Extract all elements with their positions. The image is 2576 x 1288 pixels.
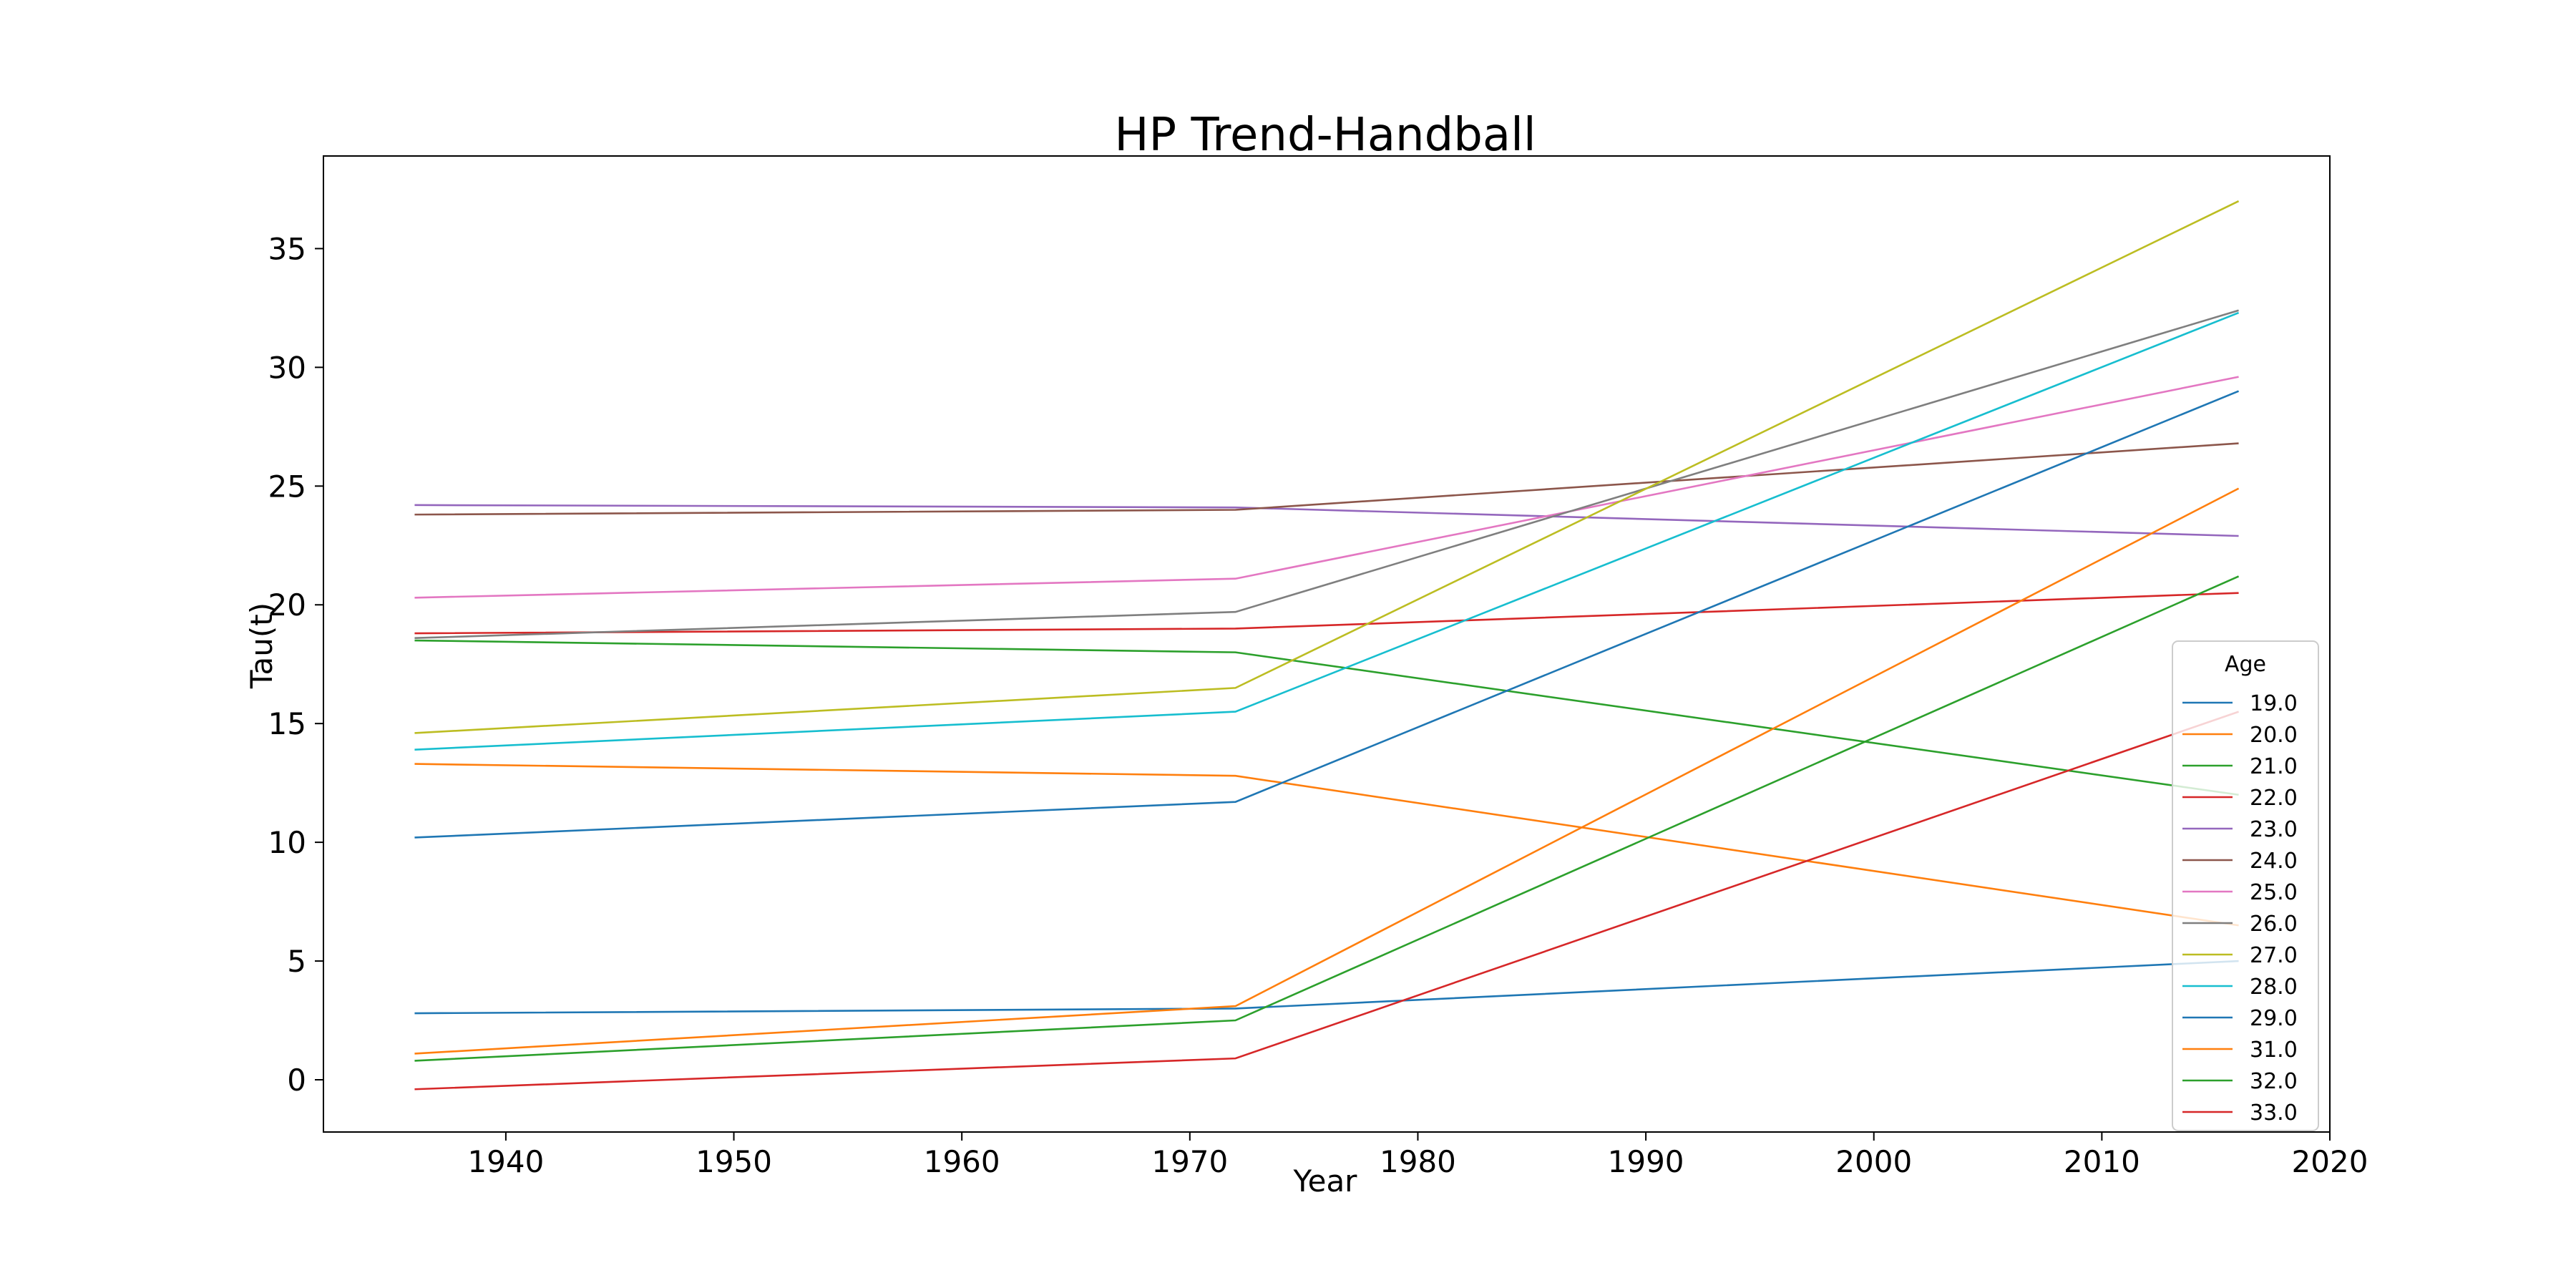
- series-line-33-0: [414, 711, 2239, 1091]
- y-tick-label: 20: [268, 587, 306, 623]
- legend-entry-label: 32.0: [2250, 1069, 2298, 1094]
- legend-entry-label: 27.0: [2250, 943, 2298, 968]
- plot-area: [323, 155, 2331, 1133]
- series-line-29-0: [414, 390, 2240, 839]
- series-line-26-0: [414, 309, 2239, 640]
- x-tick-label: 2020: [2292, 1144, 2368, 1179]
- legend-entry-label: 33.0: [2250, 1101, 2298, 1126]
- series-line-28-0: [414, 311, 2240, 751]
- series-line-20-0: [414, 763, 2239, 927]
- x-tick-label: 1950: [696, 1144, 772, 1179]
- legend-entry-label: 22.0: [2250, 786, 2298, 811]
- series-line-24-0: [414, 442, 2239, 516]
- plot-frame: [323, 155, 2331, 1133]
- y-axis-label: Tau(t): [244, 602, 279, 689]
- series-line-19-0: [414, 960, 2239, 1015]
- x-tick-label: 2000: [1835, 1144, 1912, 1179]
- x-axis-label: Year: [1293, 1163, 1358, 1199]
- x-tick-label: 1980: [1380, 1144, 1456, 1179]
- y-tick-label: 5: [287, 944, 306, 979]
- legend-box: [2172, 640, 2319, 1131]
- y-tick-label: 15: [268, 706, 306, 741]
- series-line-23-0: [414, 504, 2239, 537]
- x-tick-label: 1990: [1608, 1144, 1684, 1179]
- x-axis-ticks: 1940 1950 1960 1970 1980 1990 2000 2010 2020: [467, 1132, 2368, 1179]
- series-line-22-0: [414, 592, 2239, 635]
- y-tick-label: 0: [287, 1063, 306, 1098]
- chart-title: HP Trend-Handball: [1114, 109, 1536, 162]
- legend-entry-label: 19.0: [2250, 691, 2298, 716]
- x-tick-label: 1940: [467, 1144, 544, 1179]
- series-lines: [414, 200, 2240, 1091]
- legend-entry-label: 25.0: [2250, 880, 2298, 905]
- legend-entry-label: 28.0: [2250, 975, 2298, 1000]
- x-tick-label: 2010: [2064, 1144, 2140, 1179]
- legend-entry-label: 23.0: [2250, 817, 2298, 842]
- legend-entry-label: 20.0: [2250, 723, 2298, 748]
- legend-title: Age: [2225, 652, 2266, 677]
- legend-entry-label: 21.0: [2250, 754, 2298, 779]
- y-tick-label: 30: [268, 350, 306, 385]
- series-line-25-0: [414, 376, 2239, 599]
- legend-entry-label: 26.0: [2250, 912, 2298, 937]
- y-tick-label: 25: [268, 469, 306, 504]
- y-tick-label: 10: [268, 825, 306, 860]
- legend: Age 19.0 20.0 21.0 22.0 23.0 24.0 25.0 26.0 27.0 2…: [2172, 640, 2319, 1131]
- series-line-31-0: [414, 487, 2240, 1055]
- legend-entry-label: 31.0: [2250, 1038, 2298, 1063]
- x-tick-label: 1960: [924, 1144, 1000, 1179]
- legend-entry-label: 24.0: [2250, 849, 2298, 874]
- series-line-27-0: [414, 200, 2240, 734]
- series-line-32-0: [414, 575, 2240, 1062]
- series-line-21-0: [414, 639, 2239, 796]
- y-tick-label: 35: [268, 231, 306, 266]
- x-tick-label: 1970: [1151, 1144, 1228, 1179]
- y-axis-ticks: 0 5 10 15 20 25 30 35: [268, 231, 323, 1098]
- legend-entry-label: 29.0: [2250, 1006, 2298, 1031]
